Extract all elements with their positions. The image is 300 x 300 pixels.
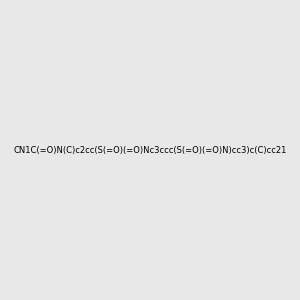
Text: CN1C(=O)N(C)c2cc(S(=O)(=O)Nc3ccc(S(=O)(=O)N)cc3)c(C)cc21: CN1C(=O)N(C)c2cc(S(=O)(=O)Nc3ccc(S(=O)(=… — [13, 146, 287, 154]
